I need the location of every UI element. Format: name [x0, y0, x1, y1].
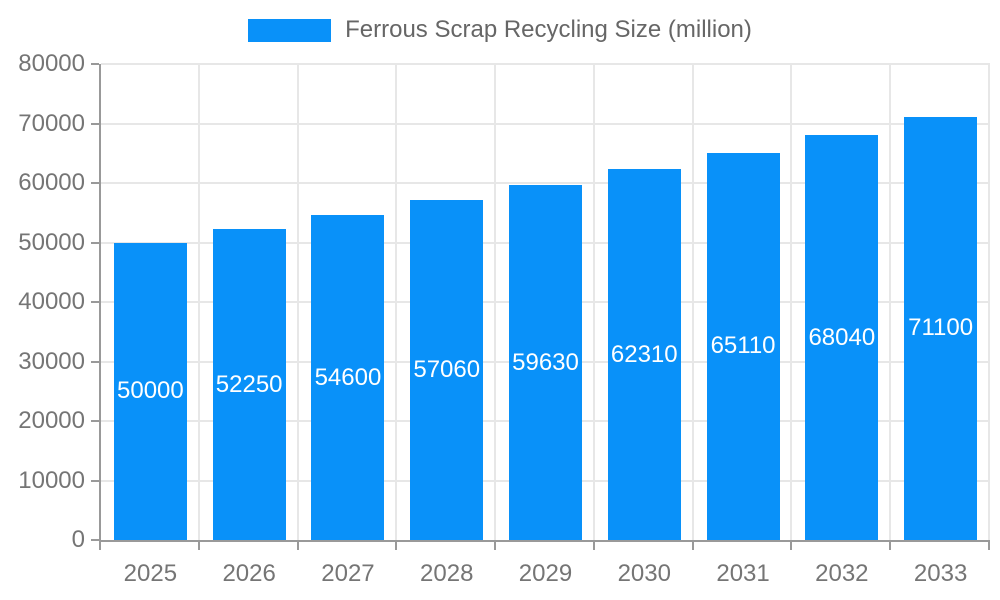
- bar-value-label: 50000: [117, 377, 184, 405]
- bar[interactable]: [212, 229, 286, 540]
- y-tick-label: 80000: [18, 50, 85, 77]
- x-tick-label: 2029: [518, 560, 573, 587]
- y-tick-label: 40000: [18, 288, 85, 315]
- x-tick-label: 2033: [913, 560, 968, 587]
- x-tick-mark: [790, 542, 793, 550]
- y-tick-mark: [91, 420, 99, 422]
- y-tick-label: 30000: [18, 347, 85, 375]
- bar[interactable]: [706, 152, 780, 540]
- bar[interactable]: [607, 169, 681, 540]
- y-gridline: [101, 63, 990, 65]
- x-tick-mark: [99, 542, 101, 550]
- y-tick-label: 70000: [18, 109, 85, 137]
- x-gridline: [395, 64, 398, 540]
- x-gridline: [296, 64, 299, 540]
- x-tick-label: 2031: [716, 560, 770, 587]
- bar[interactable]: [508, 185, 583, 540]
- y-gridline: [101, 122, 990, 125]
- x-gridline: [592, 64, 595, 540]
- x-tick-label: 2027: [321, 560, 375, 587]
- y-tick-mark: [91, 539, 99, 541]
- y-gridline: [101, 182, 990, 184]
- x-tick-label: 2030: [617, 560, 671, 587]
- x-gridline: [790, 64, 793, 540]
- bar[interactable]: [311, 215, 385, 540]
- bar-value-label: 52250: [215, 370, 283, 398]
- y-tick-mark: [91, 122, 99, 125]
- x-gridline: [494, 64, 497, 540]
- bar-value-label: 68040: [808, 323, 876, 351]
- y-axis-line: [99, 64, 101, 542]
- x-tick-mark: [395, 542, 398, 550]
- y-tick-mark: [91, 182, 99, 184]
- bar[interactable]: [805, 135, 879, 540]
- bar-value-label: 59630: [512, 348, 579, 376]
- bar-value-label: 54600: [314, 363, 382, 391]
- bar[interactable]: [904, 116, 978, 540]
- bar-value-label: 71100: [908, 314, 974, 342]
- x-gridline: [988, 64, 990, 540]
- y-tick-label: 20000: [18, 407, 85, 434]
- x-tick-mark: [197, 542, 200, 550]
- x-tick-mark: [592, 542, 595, 550]
- y-tick-mark: [91, 63, 99, 65]
- bar-value-label: 57060: [413, 356, 481, 384]
- y-tick-label: 10000: [18, 466, 85, 494]
- y-tick-label: 0: [71, 526, 85, 553]
- x-tick-mark: [889, 542, 892, 550]
- x-tick-label: 2026: [222, 560, 276, 587]
- y-tick-mark: [91, 301, 99, 303]
- x-tick-label: 2032: [815, 560, 869, 587]
- y-tick-mark: [91, 479, 99, 482]
- legend-label: Ferrous Scrap Recycling Size (million): [345, 16, 752, 43]
- x-tick-label: 2028: [420, 560, 474, 587]
- x-tick-mark: [494, 542, 497, 550]
- x-tick-label: 2025: [123, 560, 178, 587]
- y-tick-label: 50000: [18, 228, 85, 256]
- bar-value-label: 65110: [710, 332, 776, 360]
- x-gridline: [889, 64, 892, 540]
- y-tick-mark: [91, 360, 99, 363]
- x-tick-mark: [691, 542, 694, 550]
- bar-value-label: 62310: [610, 340, 678, 368]
- x-tick-mark: [296, 542, 299, 550]
- x-tick-mark: [988, 542, 990, 550]
- legend-swatch-icon: [248, 18, 332, 42]
- chart-legend[interactable]: Ferrous Scrap Recycling Size (million): [0, 16, 1000, 44]
- bar[interactable]: [410, 200, 484, 540]
- x-gridline: [691, 64, 694, 540]
- x-axis-line: [99, 540, 990, 542]
- y-tick-mark: [91, 241, 99, 244]
- y-tick-label: 60000: [18, 169, 85, 196]
- x-gridline: [197, 64, 200, 540]
- bar[interactable]: [113, 242, 187, 540]
